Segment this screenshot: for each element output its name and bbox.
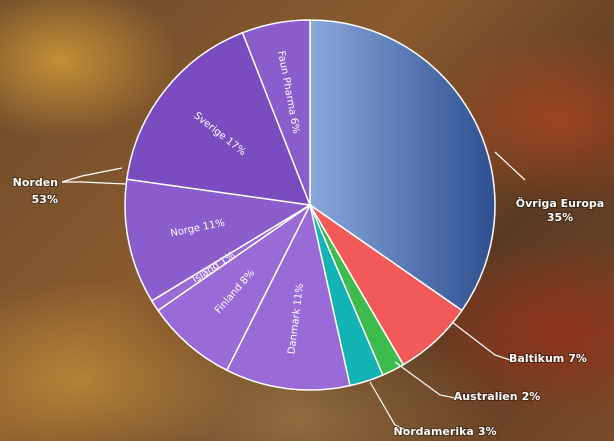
slice-label: Australien 2%	[454, 390, 541, 403]
slice-name: Baltikum	[509, 352, 564, 365]
slice-value-label: 7%	[568, 352, 587, 365]
slice-name: Australien	[454, 390, 518, 403]
leader-line	[62, 168, 122, 182]
chart: Norden 53% Övriga Europa35% Baltikum 7% Aus…	[0, 0, 614, 441]
slice-label: Övriga Europa	[516, 196, 604, 210]
slice-value-label: 3%	[478, 425, 497, 438]
slice-value-label: 2%	[522, 390, 541, 403]
annotation-label: Norden	[13, 176, 58, 189]
slice-name: Nordamerika	[393, 425, 473, 438]
slice-label: Baltikum 7%	[509, 352, 587, 365]
leader-line	[62, 182, 126, 184]
leader-line	[452, 322, 510, 360]
leader-line	[495, 152, 525, 180]
slice-value-label: 35%	[547, 211, 573, 224]
screen: Norden 53% Övriga Europa35% Baltikum 7% Aus…	[0, 0, 614, 441]
annotation-value: 53%	[32, 193, 58, 206]
leader-line	[395, 362, 455, 398]
slice-label: Nordamerika 3%	[393, 425, 496, 438]
